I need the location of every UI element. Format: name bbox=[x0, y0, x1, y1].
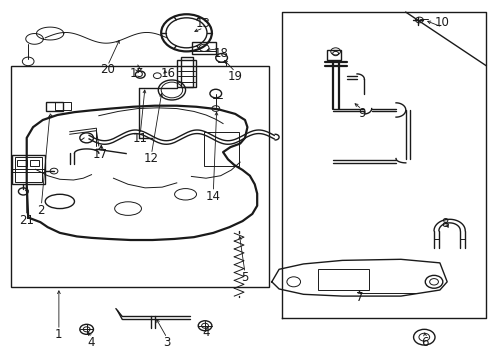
Bar bbox=[203, 132, 239, 166]
Bar bbox=[12, 155, 45, 184]
Bar bbox=[327, 50, 342, 60]
Text: 1: 1 bbox=[55, 328, 63, 341]
Text: 11: 11 bbox=[133, 132, 148, 145]
Text: 15: 15 bbox=[129, 67, 144, 80]
Text: 4: 4 bbox=[202, 326, 210, 339]
Bar bbox=[55, 103, 71, 111]
Text: 2: 2 bbox=[38, 204, 45, 217]
Text: 10: 10 bbox=[435, 16, 450, 29]
Text: 5: 5 bbox=[241, 271, 249, 284]
Bar bbox=[30, 160, 39, 166]
Bar bbox=[181, 57, 193, 87]
Text: 14: 14 bbox=[206, 190, 221, 203]
Bar bbox=[177, 60, 196, 87]
Text: 9: 9 bbox=[358, 107, 366, 120]
Bar bbox=[318, 269, 369, 290]
Text: 4: 4 bbox=[88, 336, 95, 349]
Text: 13: 13 bbox=[196, 17, 211, 30]
Text: 20: 20 bbox=[100, 63, 115, 76]
Bar bbox=[11, 66, 270, 287]
Text: 18: 18 bbox=[213, 47, 228, 60]
Text: 21: 21 bbox=[19, 213, 34, 226]
Text: 12: 12 bbox=[144, 152, 159, 165]
Text: 17: 17 bbox=[92, 148, 107, 161]
Text: 7: 7 bbox=[356, 291, 363, 305]
Bar bbox=[46, 103, 63, 111]
Text: 6: 6 bbox=[421, 336, 429, 349]
Text: 19: 19 bbox=[228, 70, 243, 83]
Bar bbox=[193, 42, 216, 54]
Text: 16: 16 bbox=[161, 67, 175, 80]
Bar bbox=[15, 157, 42, 182]
Text: 3: 3 bbox=[163, 336, 171, 349]
Text: 8: 8 bbox=[441, 217, 448, 230]
Bar bbox=[17, 160, 27, 166]
